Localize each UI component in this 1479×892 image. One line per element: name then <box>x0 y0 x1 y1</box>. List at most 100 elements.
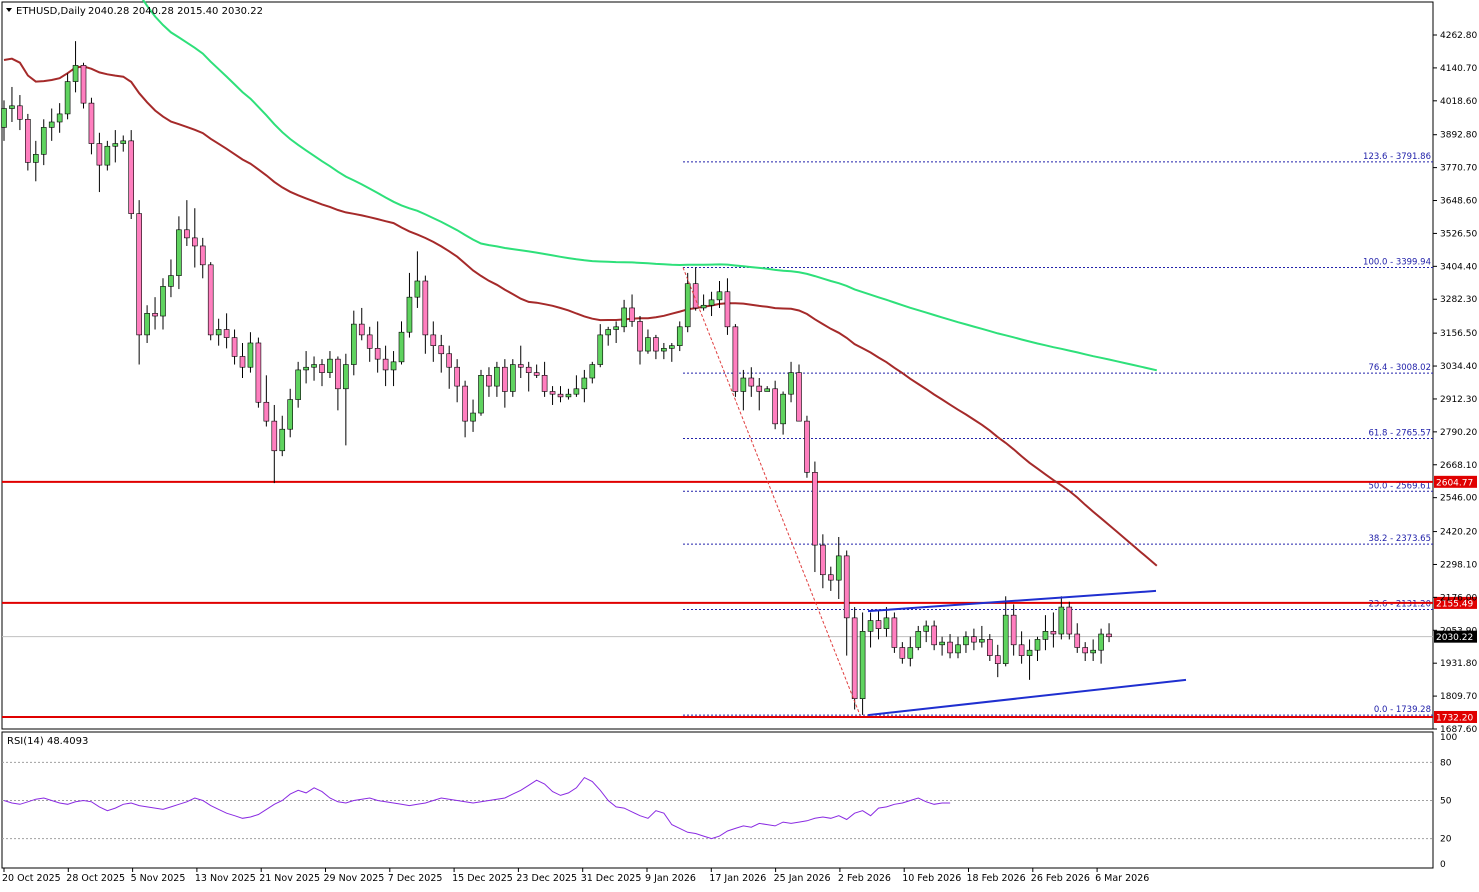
candle-body <box>223 329 230 338</box>
x-tick-label: 21 Nov 2025 <box>259 873 320 884</box>
fib-label: 123.6 - 3791.86 <box>1363 152 1431 162</box>
candle-body <box>478 375 484 414</box>
candle-body <box>509 364 516 392</box>
candle-body <box>780 393 786 425</box>
candle-body <box>684 283 691 328</box>
candle-body <box>1002 614 1009 664</box>
candle-body <box>835 555 842 581</box>
candle-body <box>279 428 286 452</box>
candle-body <box>438 345 445 355</box>
candle-body <box>366 334 373 349</box>
candle-body <box>32 154 39 163</box>
main-panel-frame <box>1 1 1434 730</box>
candle-body <box>160 286 166 317</box>
y-tick-label: 3770.70 <box>1440 164 1477 174</box>
candle-body <box>573 388 580 395</box>
candle-body <box>168 275 174 287</box>
candle-body <box>764 388 771 392</box>
candle-body <box>358 323 365 336</box>
candle-body <box>581 377 588 390</box>
candle-body <box>152 313 158 317</box>
y-tick-label: 2546.00 <box>1440 494 1477 504</box>
price-tag <box>1434 596 1477 609</box>
candle-body <box>56 113 63 123</box>
y-tick-label: 4140.70 <box>1440 64 1477 74</box>
candle-body <box>732 326 739 392</box>
fib-label: 61.8 - 2765.57 <box>1368 428 1431 438</box>
candle-body <box>422 280 429 336</box>
candle-body <box>112 143 119 147</box>
x-tick-label: 25 Jan 2026 <box>774 873 831 884</box>
rsi-level-label: 50 <box>1440 797 1452 807</box>
dropdown-triangle-icon[interactable] <box>6 8 12 12</box>
candle-body <box>303 366 309 371</box>
price-tag <box>1434 475 1477 488</box>
symbol-label: ETHUSD,Daily <box>16 6 86 17</box>
candle-body <box>1050 631 1057 635</box>
candle-body <box>136 213 142 336</box>
fib-label: 100.0 - 3399.94 <box>1363 258 1431 268</box>
x-tick-label: 15 Dec 2025 <box>452 873 513 884</box>
candle-body <box>716 291 723 301</box>
candle-body <box>843 555 850 619</box>
candle-body <box>756 385 763 392</box>
y-tick-label: 3282.30 <box>1440 295 1477 305</box>
x-tick-label: 2 Feb 2026 <box>838 873 891 884</box>
candle-body <box>502 366 508 392</box>
candle-body <box>430 334 437 346</box>
candle-body <box>176 229 182 276</box>
candle-body <box>708 299 715 306</box>
candle-body <box>144 313 150 336</box>
candle-body <box>851 617 858 700</box>
price-tag-label: 1732.20 <box>1436 713 1473 723</box>
x-tick-label: 5 Nov 2025 <box>131 873 186 884</box>
x-tick-label: 23 Dec 2025 <box>516 873 577 884</box>
ma-green-line <box>141 0 1158 372</box>
candle-body <box>700 304 707 309</box>
y-tick-label: 2298.10 <box>1440 560 1477 570</box>
candle-body <box>1042 631 1049 640</box>
ohlc-label: 2040.28 2040.28 2015.40 2030.22 <box>88 6 263 17</box>
x-tick-label: 20 Oct 2025 <box>2 873 61 884</box>
candle-body <box>637 321 643 352</box>
rsi-level-label: 0 <box>1440 860 1446 870</box>
candle-body <box>661 348 667 352</box>
current-price-label: 2030.22 <box>1436 633 1473 643</box>
candle-body <box>287 399 294 430</box>
candle-body <box>239 356 246 368</box>
fib-label: 50.0 - 2569.61 <box>1368 481 1431 491</box>
candle-body <box>382 358 389 371</box>
candle-body <box>891 617 898 648</box>
candle-body <box>184 229 190 239</box>
candle-body <box>1010 614 1017 646</box>
candle-body <box>955 644 961 654</box>
candle-body <box>589 364 596 379</box>
x-tick-label: 9 Jan 2026 <box>645 873 696 884</box>
y-tick-label: 3404.40 <box>1440 262 1477 272</box>
x-tick-label: 26 Feb 2026 <box>1031 873 1090 884</box>
candle-body <box>64 81 71 115</box>
x-tick-label: 17 Jan 2026 <box>709 873 766 884</box>
candlesticks <box>1 41 1112 715</box>
y-tick-label: 3648.60 <box>1440 197 1477 207</box>
candle-body <box>462 385 468 422</box>
candle-body <box>653 337 659 352</box>
candle-body <box>549 391 556 395</box>
candle-body <box>994 655 1001 664</box>
y-tick-label: 2053.90 <box>1440 626 1477 636</box>
candle-body <box>470 412 476 422</box>
candle-body <box>629 307 635 322</box>
y-tick-label: 2176.00 <box>1440 593 1477 603</box>
y-tick-label: 4262.80 <box>1440 31 1477 41</box>
candle-body <box>1098 633 1104 651</box>
current-price-tag <box>1434 630 1477 643</box>
fib-drawing-line <box>682 267 861 716</box>
fibonacci-levels: 123.6 - 3791.86 100.0 - 3399.94 76.4 - 300… <box>683 152 1433 716</box>
y-tick-label: 2420.20 <box>1440 528 1477 538</box>
y-tick-label: 2668.10 <box>1440 461 1477 471</box>
candle-body <box>9 105 15 109</box>
x-tick-label: 18 Feb 2026 <box>967 873 1026 884</box>
candle-body <box>17 105 23 120</box>
